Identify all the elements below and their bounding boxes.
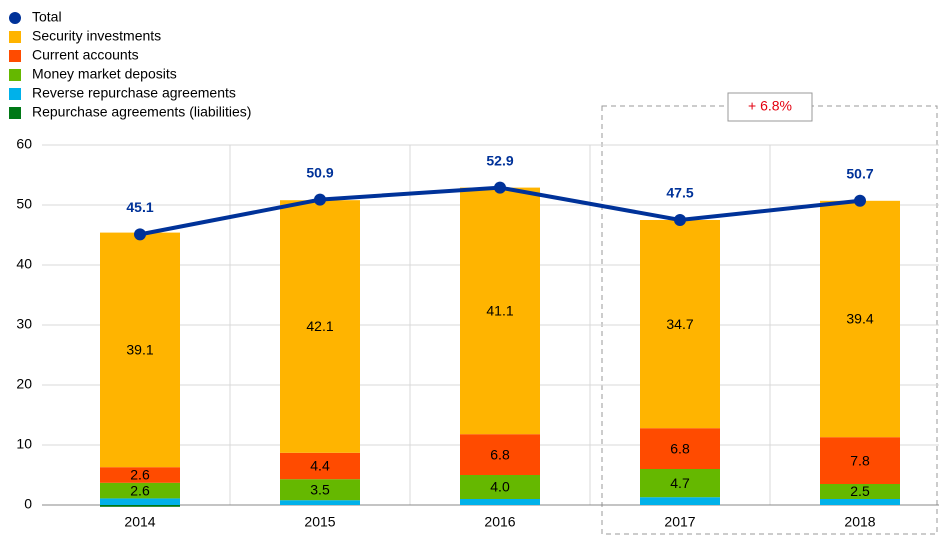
y-tick-label: 20 [16,376,32,392]
legend-label: Money market deposits [32,66,177,82]
legend-marker [9,69,21,81]
data-label: 34.7 [666,316,693,332]
annotation: + 6.8% [748,98,792,114]
total-label: 52.9 [486,152,513,168]
total-label: 50.7 [846,166,873,182]
bar-segment [460,499,540,505]
data-label: 4.4 [310,458,330,474]
x-tick-label: 2016 [484,514,515,530]
total-point [134,228,146,241]
data-label: 2.6 [130,467,150,483]
y-tick-label: 60 [16,136,32,152]
y-tick-label: 10 [16,436,32,452]
data-label: 42.1 [306,318,333,334]
bar-segment [280,200,360,453]
data-label: 2.6 [130,482,150,498]
bar-segment [280,452,360,480]
bar-segment [640,220,720,429]
bar-segment [820,499,900,505]
legend-marker [9,107,21,119]
bar-segment [460,187,540,435]
data-label: 41.1 [486,303,513,319]
y-tick-label: 40 [16,256,32,272]
legend-label: Repurchase agreements (liabilities) [32,104,251,120]
bar-segment [640,428,720,469]
data-label: 4.0 [490,479,510,495]
total-point [494,181,506,194]
data-label: 6.8 [670,440,690,456]
bar-segment [820,484,900,499]
bar-segment [640,497,720,505]
bar-segment [100,482,180,499]
bar-segment [460,434,540,475]
legend-label: Current accounts [32,47,139,63]
total-label: 47.5 [666,185,693,201]
x-tick-label: 2015 [304,514,335,530]
data-label: 39.1 [126,342,153,358]
y-tick-label: 0 [24,496,32,512]
bar-segment [640,469,720,498]
legend-marker [9,50,21,62]
total-label: 50.9 [306,164,333,180]
x-tick-label: 2014 [124,514,155,530]
data-label: 3.5 [310,481,330,497]
bar-segment [460,475,540,499]
bar-segment [820,200,900,438]
x-tick-label: 2018 [844,514,875,530]
data-label: 7.8 [850,452,870,468]
bar-segment [100,498,180,505]
legend-label: Security investments [32,28,161,44]
data-label: 4.7 [670,475,690,491]
bar-segment [820,437,900,484]
total-point [314,193,326,206]
legend-marker [9,31,21,43]
legend-label: Reverse repurchase agreements [32,85,236,101]
y-tick-label: 50 [16,196,32,212]
total-point [854,194,866,207]
data-label: 39.4 [846,311,873,327]
bar-segment [100,232,180,468]
data-label: 6.8 [490,446,510,462]
bar-segment [280,479,360,501]
x-tick-label: 2017 [664,514,695,530]
data-label: 2.5 [850,483,870,499]
total-label: 45.1 [126,199,153,215]
bar-segment [100,505,180,507]
highlight-box [601,105,938,535]
bar-segment [100,467,180,483]
legend-marker [9,88,21,100]
bar-segment [280,500,360,505]
y-tick-label: 30 [16,316,32,332]
legend-label: Total [32,9,62,25]
annotation-box [727,92,813,122]
total-point [674,214,686,226]
legend-marker [9,12,21,24]
